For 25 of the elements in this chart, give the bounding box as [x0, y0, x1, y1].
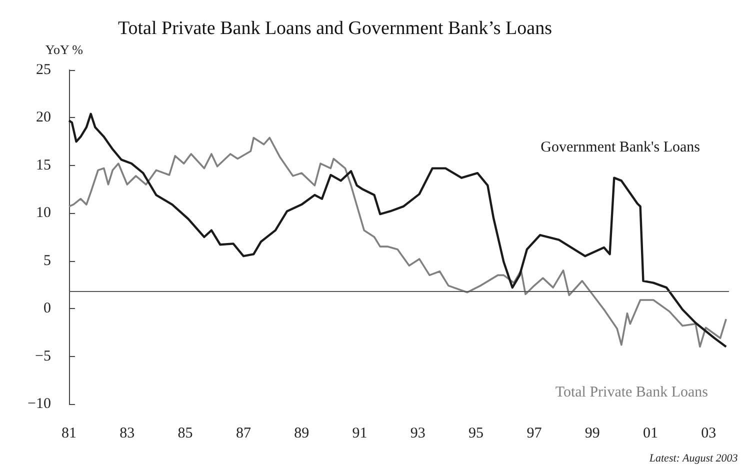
text: Total Private Bank Loans — [555, 384, 708, 400]
x-tick-label: 83 — [120, 426, 135, 442]
x-tick-label: 93 — [410, 426, 426, 442]
y-tick-label: 5 — [44, 252, 51, 269]
text: Latest: August 2003 — [648, 452, 738, 464]
y-tick-label: 25 — [36, 62, 51, 78]
x-tick-label: 91 — [352, 426, 368, 442]
y-tick-label: 10 — [36, 205, 51, 222]
text: Government Bank's Loans — [540, 140, 700, 156]
y-tick-label: −10 — [28, 396, 51, 412]
y-tick-label: −5 — [35, 348, 51, 364]
y-axis-title: YoY % — [45, 42, 84, 57]
y-tick-label: 20 — [36, 110, 51, 126]
x-tick-label: 97 — [526, 426, 542, 442]
x-tick-label: 89 — [294, 426, 310, 442]
x-tick-label: 95 — [468, 426, 484, 442]
x-tick-label: 87 — [236, 426, 252, 442]
x-tick-label: 81 — [62, 426, 76, 442]
x-tick-label: 01 — [643, 426, 658, 442]
x-tick-label: 03 — [701, 426, 716, 442]
y-tick-label: 15 — [36, 157, 51, 174]
chart-title: Total Private Bank Loans and Government Bank’s Loans — [118, 18, 552, 39]
y-tick-label: 0 — [44, 300, 51, 317]
x-tick-label: 85 — [178, 426, 193, 442]
x-tick-label: 99 — [584, 426, 600, 442]
